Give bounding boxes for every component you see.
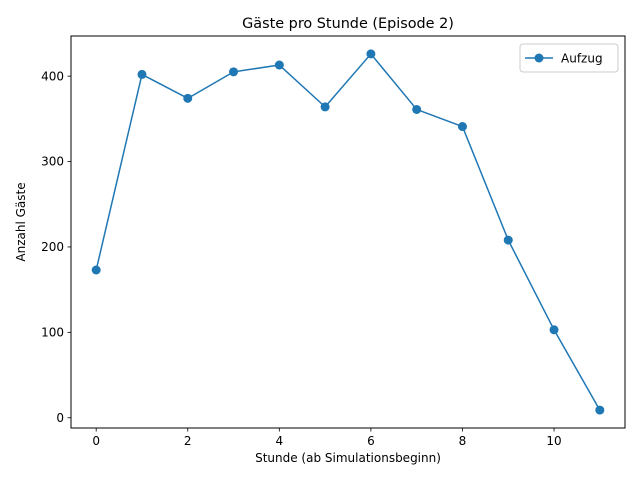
y-tick-label: 300 bbox=[41, 155, 64, 169]
data-point bbox=[137, 69, 147, 79]
data-point bbox=[549, 325, 559, 335]
data-point bbox=[366, 49, 376, 59]
plot-frame bbox=[70, 35, 626, 429]
data-point bbox=[274, 60, 284, 70]
chart-title: Gäste pro Stunde (Episode 2) bbox=[242, 16, 454, 32]
y-axis-label: Anzahl Gäste bbox=[14, 182, 28, 261]
x-tick-label: 8 bbox=[459, 434, 467, 448]
x-tick-label: 10 bbox=[546, 434, 561, 448]
legend-marker bbox=[534, 53, 544, 63]
data-point bbox=[503, 235, 513, 245]
data-point bbox=[320, 102, 330, 112]
x-tick-label: 2 bbox=[184, 434, 192, 448]
x-tick-label: 4 bbox=[276, 434, 284, 448]
legend: Aufzug bbox=[519, 43, 619, 73]
x-tick-label: 6 bbox=[367, 434, 375, 448]
y-tick-label: 100 bbox=[41, 326, 64, 340]
y-tick-label: 200 bbox=[41, 240, 64, 254]
y-axis: 0 100 200 300 400 bbox=[41, 69, 71, 425]
data-point bbox=[229, 67, 239, 77]
legend-box bbox=[519, 43, 619, 73]
data-point bbox=[412, 104, 422, 114]
data-point bbox=[91, 265, 101, 275]
plot-area bbox=[70, 35, 626, 429]
series-layer bbox=[91, 49, 605, 415]
y-tick-label: 400 bbox=[41, 69, 64, 83]
data-point bbox=[457, 122, 467, 132]
x-axis: 0 2 4 6 8 10 bbox=[92, 428, 562, 448]
x-axis-label: Stunde (ab Simulationsbeginn) bbox=[255, 451, 441, 465]
y-tick-label: 0 bbox=[56, 411, 64, 425]
data-point bbox=[183, 93, 193, 103]
series-line bbox=[95, 53, 601, 411]
legend-label: Aufzug bbox=[561, 52, 603, 66]
data-point bbox=[595, 405, 605, 415]
x-tick-label: 0 bbox=[92, 434, 100, 448]
